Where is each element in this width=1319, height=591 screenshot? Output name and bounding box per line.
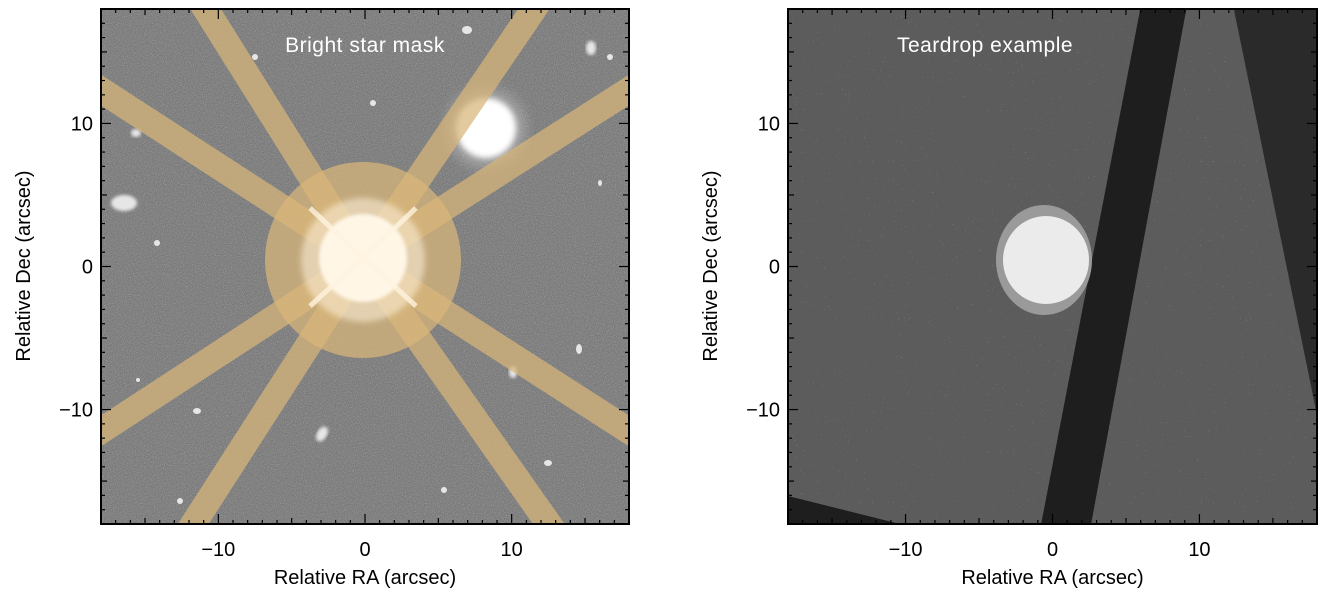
dark-stripe <box>1041 9 1187 524</box>
background-galaxies <box>111 26 613 504</box>
x-tick-label: 10 <box>1188 539 1210 561</box>
y-tick-label: 10 <box>758 113 780 135</box>
panel-left-image <box>101 9 629 524</box>
panel-title: Teardrop example <box>897 34 1073 57</box>
dark-wedge <box>1233 9 1317 416</box>
y-tick-label: 0 <box>769 257 780 279</box>
teardrop-core <box>1003 216 1089 304</box>
y-tick-label: −10 <box>746 400 780 422</box>
y-axis-title: Relative Dec (arcsec) <box>13 170 35 361</box>
bright-star-core <box>301 198 425 322</box>
x-tick-label: 0 <box>1047 539 1058 561</box>
y-tick-label: 10 <box>71 113 93 135</box>
x-tick-label: −10 <box>889 539 923 561</box>
panel-right-image <box>788 9 1317 524</box>
x-axis-title: Relative RA (arcsec) <box>274 567 456 589</box>
x-tick-label: 10 <box>501 539 523 561</box>
panel-title: Bright star mask <box>285 34 445 57</box>
x-axis-title: Relative RA (arcsec) <box>961 567 1143 589</box>
dark-corner <box>788 496 900 524</box>
x-tick-label: 0 <box>359 539 370 561</box>
x-tick-label: −10 <box>201 539 235 561</box>
y-tick-label: −10 <box>59 400 93 422</box>
y-axis-title: Relative Dec (arcsec) <box>700 170 722 361</box>
y-tick-label: 0 <box>82 257 93 279</box>
